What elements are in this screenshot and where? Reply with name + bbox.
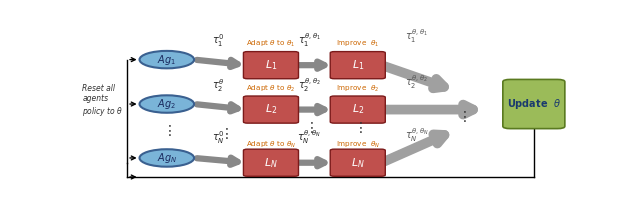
Text: $\tau_N^{\theta,\theta_N}$: $\tau_N^{\theta,\theta_N}$	[405, 127, 429, 144]
Text: $\tau_2^{\theta,\theta_2}$: $\tau_2^{\theta,\theta_2}$	[405, 73, 428, 91]
Text: $L_N$: $L_N$	[264, 156, 278, 170]
Circle shape	[140, 149, 194, 167]
Text: Ag$_2$: Ag$_2$	[157, 97, 176, 111]
FancyBboxPatch shape	[243, 149, 298, 176]
Text: $\vdots$: $\vdots$	[305, 119, 314, 135]
Text: Improve  $\theta_2$: Improve $\theta_2$	[336, 83, 380, 94]
FancyBboxPatch shape	[330, 149, 385, 176]
Text: Improve  $\theta_1$: Improve $\theta_1$	[336, 39, 380, 49]
Text: $\vdots$: $\vdots$	[219, 126, 228, 141]
FancyBboxPatch shape	[330, 96, 385, 123]
Text: $L_1$: $L_1$	[265, 58, 277, 72]
FancyBboxPatch shape	[330, 52, 385, 79]
Text: $L_1$: $L_1$	[351, 58, 364, 72]
Text: $L_2$: $L_2$	[265, 103, 277, 116]
Text: $\tau_1^{\theta,\theta_1}$: $\tau_1^{\theta,\theta_1}$	[298, 32, 321, 49]
Text: Adapt $\theta$ to $\theta_2$: Adapt $\theta$ to $\theta_2$	[246, 83, 296, 94]
Text: Improve  $\theta_N$: Improve $\theta_N$	[335, 140, 380, 150]
Text: $\vdots$: $\vdots$	[457, 109, 467, 124]
Circle shape	[140, 95, 194, 113]
Text: Reset all
agents
policy to $\theta$: Reset all agents policy to $\theta$	[83, 84, 124, 118]
FancyBboxPatch shape	[503, 80, 565, 129]
Text: Ag$_1$: Ag$_1$	[157, 53, 177, 67]
Text: $\vdots$: $\vdots$	[162, 123, 172, 138]
Text: $\tau_1^{\theta,\theta_1}$: $\tau_1^{\theta,\theta_1}$	[405, 27, 428, 44]
Circle shape	[140, 51, 194, 68]
Text: $L_2$: $L_2$	[351, 103, 364, 116]
Text: $\tau_1^0$: $\tau_1^0$	[212, 33, 224, 49]
Text: $L_N$: $L_N$	[351, 156, 365, 170]
Text: $\tau_2^{\theta}$: $\tau_2^{\theta}$	[212, 77, 224, 94]
Text: $\vdots$: $\vdots$	[353, 119, 363, 135]
Text: $\tau_2^{\theta,\theta_2}$: $\tau_2^{\theta,\theta_2}$	[298, 76, 321, 94]
Text: Adapt $\theta$ to $\theta_1$: Adapt $\theta$ to $\theta_1$	[246, 39, 296, 49]
Text: Adapt $\theta$ to $\theta_N$: Adapt $\theta$ to $\theta_N$	[246, 140, 296, 150]
Text: $\tau_N^{\theta,\theta_N}$: $\tau_N^{\theta,\theta_N}$	[298, 128, 321, 146]
Text: Update  $\theta$: Update $\theta$	[507, 97, 561, 111]
FancyBboxPatch shape	[243, 52, 298, 79]
FancyBboxPatch shape	[243, 96, 298, 123]
Text: Ag$_N$: Ag$_N$	[157, 151, 177, 165]
Text: $\tau_N^0$: $\tau_N^0$	[211, 129, 224, 146]
